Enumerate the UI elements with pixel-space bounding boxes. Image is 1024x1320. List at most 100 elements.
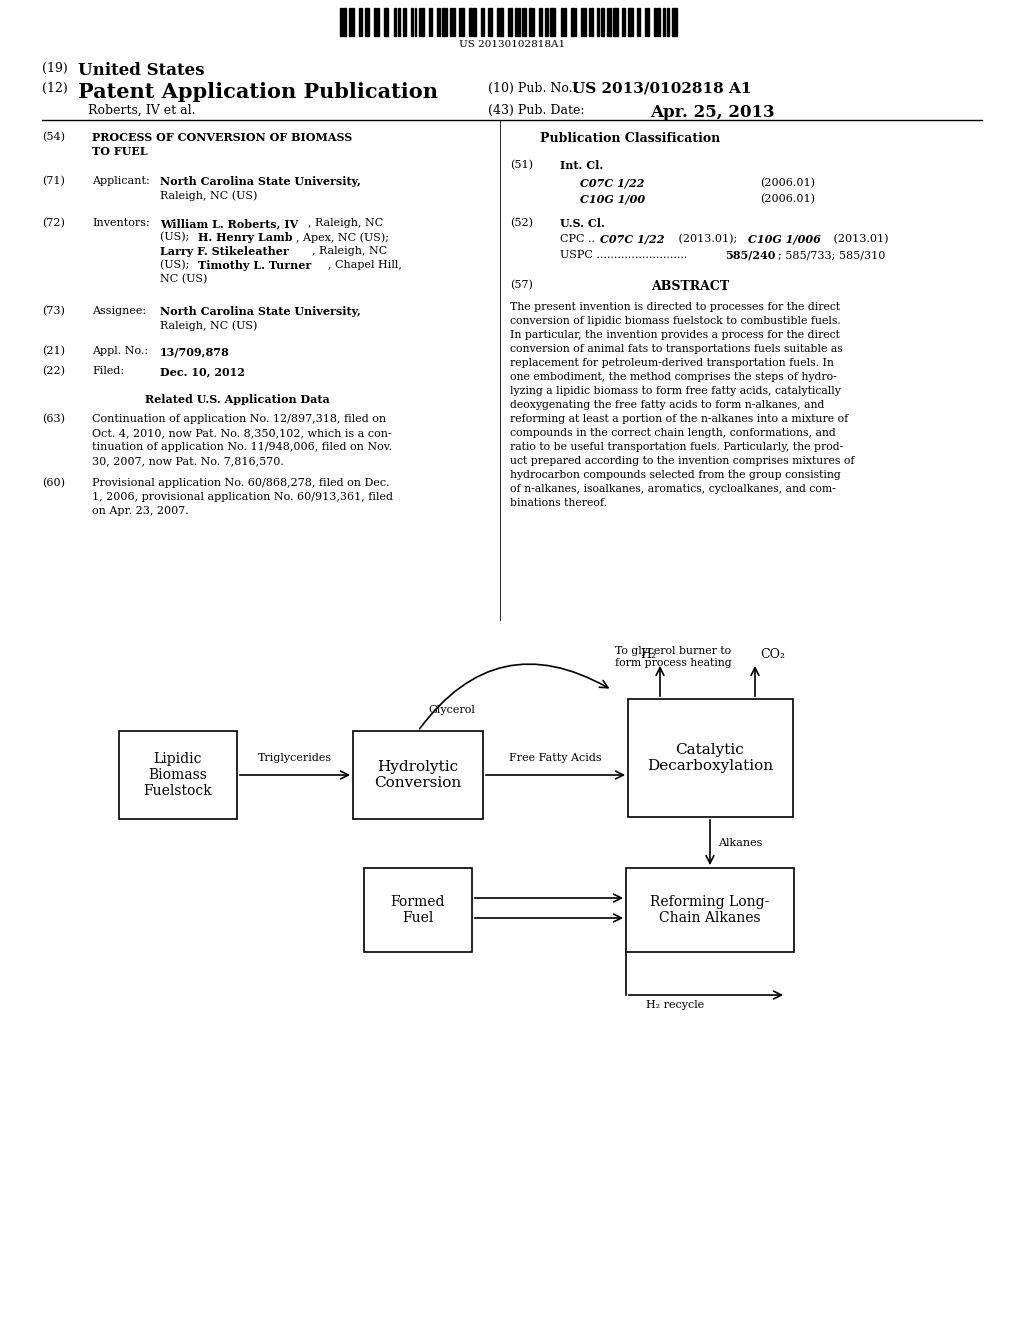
Text: (54): (54)	[42, 132, 65, 143]
Bar	[385, 8, 388, 36]
Bar	[352, 8, 354, 36]
Text: CPC ..: CPC ..	[560, 234, 598, 244]
Bar	[119, 731, 237, 818]
Bar	[613, 8, 614, 36]
Bar	[564, 8, 566, 36]
Text: Dec. 10, 2012: Dec. 10, 2012	[160, 366, 245, 378]
Bar	[411, 8, 414, 36]
Text: uct prepared according to the invention comprises mixtures of: uct prepared according to the invention …	[510, 455, 854, 466]
Text: Hydrolytic
Conversion: Hydrolytic Conversion	[375, 760, 462, 791]
Bar	[607, 8, 608, 36]
Text: on Apr. 23, 2007.: on Apr. 23, 2007.	[92, 506, 188, 516]
Text: one embodiment, the method comprises the steps of hydro-: one embodiment, the method comprises the…	[510, 372, 837, 381]
Text: Related U.S. Application Data: Related U.S. Application Data	[144, 393, 330, 405]
Bar	[374, 8, 376, 36]
Text: In particular, the invention provides a process for the direct: In particular, the invention provides a …	[510, 330, 840, 341]
Bar	[364, 869, 472, 952]
Text: Provisional application No. 60/868,278, filed on Dec.: Provisional application No. 60/868,278, …	[92, 478, 389, 488]
Text: Timothy L. Turner: Timothy L. Turner	[198, 260, 311, 271]
Bar	[571, 8, 573, 36]
Bar	[419, 8, 421, 36]
Text: (2013.01): (2013.01)	[830, 234, 889, 244]
Text: , Raleigh, NC: , Raleigh, NC	[312, 246, 387, 256]
Text: TO FUEL: TO FUEL	[92, 147, 147, 157]
Text: (12): (12)	[42, 82, 72, 95]
Text: reforming at least a portion of the n-alkanes into a mixture of: reforming at least a portion of the n-al…	[510, 414, 848, 424]
Bar	[453, 8, 455, 36]
Text: C07C 1/22: C07C 1/22	[600, 234, 665, 246]
Bar	[584, 8, 586, 36]
Text: hydrocarbon compounds selected from the group consisting: hydrocarbon compounds selected from the …	[510, 470, 841, 480]
Bar	[550, 8, 552, 36]
Text: C07C 1/22: C07C 1/22	[580, 178, 644, 189]
Text: Publication Classification: Publication Classification	[540, 132, 720, 145]
Text: 585/240: 585/240	[725, 249, 775, 261]
Text: Raleigh, NC (US): Raleigh, NC (US)	[160, 319, 257, 330]
Text: (2006.01): (2006.01)	[760, 178, 815, 189]
Text: Patent Application Publication: Patent Application Publication	[78, 82, 438, 102]
Bar	[343, 8, 346, 36]
Text: (21): (21)	[42, 346, 65, 356]
Text: lyzing a lipidic biomass to form free fatty acids, catalytically: lyzing a lipidic biomass to form free fa…	[510, 385, 841, 396]
Text: conversion of animal fats to transportations fuels suitable as: conversion of animal fats to transportat…	[510, 345, 843, 354]
Text: 1, 2006, provisional application No. 60/913,361, filed: 1, 2006, provisional application No. 60/…	[92, 492, 393, 502]
Bar	[539, 8, 541, 36]
Text: tinuation of application No. 11/948,006, filed on Nov.: tinuation of application No. 11/948,006,…	[92, 442, 392, 451]
Text: Triglycerides: Triglycerides	[258, 752, 332, 763]
Text: The present invention is directed to processes for the direct: The present invention is directed to pro…	[510, 302, 840, 312]
Bar	[438, 8, 440, 36]
Bar	[624, 8, 626, 36]
Text: conversion of lipidic biomass fuelstock to combustible fuels.: conversion of lipidic biomass fuelstock …	[510, 315, 841, 326]
Bar	[436, 8, 438, 36]
Text: Filed:: Filed:	[92, 366, 124, 376]
Text: (2006.01): (2006.01)	[760, 194, 815, 205]
Text: (63): (63)	[42, 414, 65, 424]
Bar	[353, 731, 483, 818]
Bar	[450, 8, 452, 36]
Text: H. Henry Lamb: H. Henry Lamb	[198, 232, 293, 243]
Bar	[639, 8, 640, 36]
Bar	[637, 8, 638, 36]
Text: (43) Pub. Date:: (43) Pub. Date:	[488, 104, 585, 117]
Text: Appl. No.:: Appl. No.:	[92, 346, 148, 356]
Text: U.S. Cl.: U.S. Cl.	[560, 218, 605, 228]
Text: of n-alkanes, isoalkanes, aromatics, cycloalkanes, and com-: of n-alkanes, isoalkanes, aromatics, cyc…	[510, 484, 836, 494]
Text: Lipidic
Biomass
Fuelstock: Lipidic Biomass Fuelstock	[143, 752, 212, 799]
Text: , Chapel Hill,: , Chapel Hill,	[328, 260, 401, 271]
Text: (US);: (US);	[160, 232, 193, 243]
Text: (22): (22)	[42, 366, 65, 376]
Text: (72): (72)	[42, 218, 65, 228]
Text: PROCESS OF CONVERSION OF BIOMASS: PROCESS OF CONVERSION OF BIOMASS	[92, 132, 352, 143]
Text: H₂ recycle: H₂ recycle	[646, 1001, 705, 1010]
Bar	[469, 8, 472, 36]
Text: USPC ..........................: USPC ..........................	[560, 249, 691, 260]
Bar	[461, 8, 464, 36]
Text: US 2013/0102818 A1: US 2013/0102818 A1	[572, 82, 752, 96]
Bar	[515, 8, 517, 36]
Text: C10G 1/006: C10G 1/006	[748, 234, 821, 246]
Bar	[628, 700, 793, 817]
Text: William L. Roberts, IV: William L. Roberts, IV	[160, 218, 298, 228]
Bar	[368, 8, 370, 36]
Text: ; 585/733; 585/310: ; 585/733; 585/310	[778, 249, 886, 260]
Text: Int. Cl.: Int. Cl.	[560, 160, 603, 172]
Bar	[482, 8, 484, 36]
Text: (10) Pub. No.:: (10) Pub. No.:	[488, 82, 585, 95]
Text: Formed
Fuel: Formed Fuel	[391, 895, 445, 925]
Text: (19): (19)	[42, 62, 72, 75]
Text: Assignee:: Assignee:	[92, 306, 146, 315]
Bar	[664, 8, 666, 36]
Text: H₂: H₂	[640, 648, 656, 661]
Bar	[510, 8, 512, 36]
Text: Apr. 25, 2013: Apr. 25, 2013	[650, 104, 774, 121]
Text: To glycerol burner to
form process heating: To glycerol burner to form process heati…	[615, 647, 731, 668]
Bar	[631, 8, 633, 36]
Bar	[377, 8, 379, 36]
Bar	[541, 8, 543, 36]
Bar	[500, 8, 503, 36]
Text: NC (US): NC (US)	[160, 275, 208, 284]
Bar	[626, 869, 794, 952]
Text: United States: United States	[78, 62, 205, 79]
Text: C10G 1/00: C10G 1/00	[580, 194, 645, 205]
Text: 13/709,878: 13/709,878	[160, 346, 229, 356]
